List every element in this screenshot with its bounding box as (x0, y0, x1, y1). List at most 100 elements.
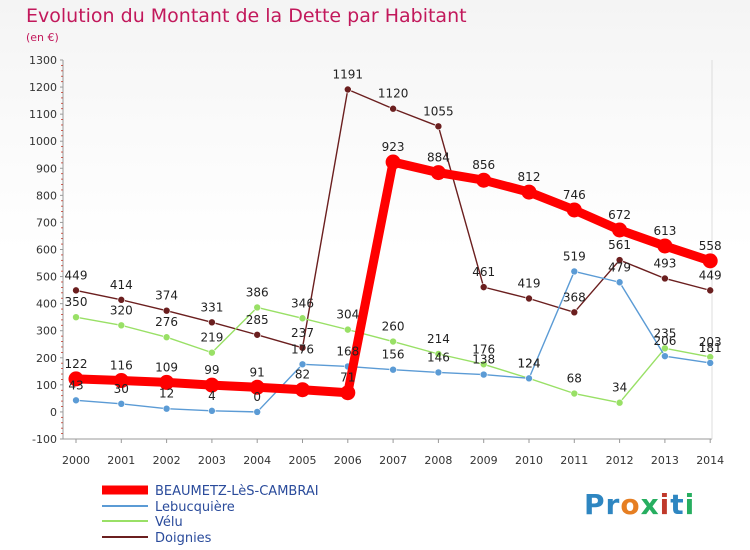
data-point (159, 374, 175, 390)
data-point (343, 85, 352, 94)
x-tick-label: 2002 (153, 454, 181, 467)
data-point (434, 350, 443, 358)
data-point (343, 325, 352, 334)
data-point (295, 382, 310, 398)
data-label: 235 (653, 326, 676, 340)
data-label: 519 (563, 249, 586, 263)
y-tick-label: 500 (36, 271, 57, 284)
data-point (298, 360, 307, 369)
chart-subtitle: (en €) (26, 31, 59, 44)
data-point (525, 294, 533, 303)
data-point (479, 360, 488, 369)
data-point (162, 306, 171, 315)
data-point (434, 122, 443, 131)
data-point (253, 330, 262, 339)
data-point (385, 154, 401, 170)
data-label: 181 (699, 341, 722, 355)
data-label: 0 (253, 390, 261, 404)
data-label: 214 (427, 332, 450, 346)
data-label: 116 (110, 359, 133, 373)
data-label: 746 (563, 188, 586, 202)
x-tick-label: 2010 (515, 454, 543, 467)
data-label: 304 (336, 308, 359, 322)
data-point (430, 165, 446, 181)
data-label: 320 (110, 303, 133, 317)
data-label: 856 (472, 158, 495, 172)
data-point (162, 404, 171, 413)
x-tick-label: 2014 (696, 454, 724, 467)
data-label: 82 (295, 368, 310, 382)
x-tick-label: 2003 (198, 454, 226, 467)
data-point (615, 256, 624, 264)
data-point (208, 348, 216, 357)
data-label: 386 (246, 285, 269, 299)
data-point (479, 370, 488, 379)
y-tick-label: 700 (36, 216, 57, 229)
data-label: 43 (68, 378, 83, 392)
data-label: 374 (155, 289, 178, 303)
x-tick-label: 2004 (243, 454, 271, 467)
data-point (117, 400, 126, 408)
data-point (389, 104, 397, 113)
data-label: 156 (382, 348, 405, 362)
data-label: 461 (472, 265, 495, 279)
data-label: 285 (246, 313, 269, 327)
data-label: 206 (653, 334, 676, 348)
proxiti-logo: Proxiti (584, 488, 696, 521)
data-label: 4 (208, 389, 216, 403)
data-label: 124 (518, 356, 541, 370)
data-label: 561 (608, 238, 631, 252)
data-point (566, 202, 582, 218)
data-point (657, 238, 673, 254)
data-label: 124 (518, 356, 541, 370)
data-point (615, 398, 624, 407)
data-point (117, 321, 126, 330)
data-label: 91 (250, 365, 265, 379)
data-label: 884 (427, 151, 450, 165)
data-label: 350 (65, 295, 88, 309)
x-tick-label: 2006 (334, 454, 362, 467)
data-label: 1191 (333, 68, 364, 82)
data-point (253, 408, 262, 416)
x-tick-label: 2009 (470, 454, 498, 467)
data-point (113, 373, 129, 389)
data-point (253, 303, 262, 312)
data-label: 346 (291, 296, 314, 310)
y-tick-label: 400 (36, 298, 57, 311)
y-tick-label: 100 (36, 379, 57, 392)
data-label: 449 (65, 268, 88, 282)
data-point (706, 286, 715, 295)
x-tick-label: 2008 (424, 454, 452, 467)
y-tick-label: 1200 (29, 81, 57, 94)
data-point (340, 385, 356, 401)
x-tick-label: 2012 (606, 454, 634, 467)
data-point (661, 274, 669, 283)
data-label: 219 (200, 331, 223, 345)
data-label: 168 (336, 344, 359, 358)
data-point (249, 379, 265, 395)
data-point (72, 396, 80, 405)
x-tick-label: 2005 (289, 454, 317, 467)
x-tick-label: 2011 (560, 454, 588, 467)
data-label: 176 (472, 342, 495, 356)
data-label: 109 (155, 360, 178, 374)
data-point (570, 389, 579, 398)
y-tick-label: 0 (50, 406, 57, 419)
data-point (72, 286, 80, 295)
data-label: 923 (382, 140, 405, 154)
data-label: 138 (472, 353, 495, 367)
y-tick-label: 900 (36, 162, 57, 175)
y-tick-label: 1300 (29, 54, 57, 67)
data-label: 493 (653, 256, 676, 270)
y-tick-label: 1100 (29, 108, 57, 121)
x-tick-label: 2001 (107, 454, 135, 467)
data-point (661, 344, 669, 353)
data-label: 368 (563, 290, 586, 304)
x-tick-label: 2013 (651, 454, 679, 467)
data-point (570, 267, 579, 276)
data-label: 12 (159, 387, 174, 401)
data-point (702, 253, 718, 269)
data-label: 122 (65, 357, 88, 371)
